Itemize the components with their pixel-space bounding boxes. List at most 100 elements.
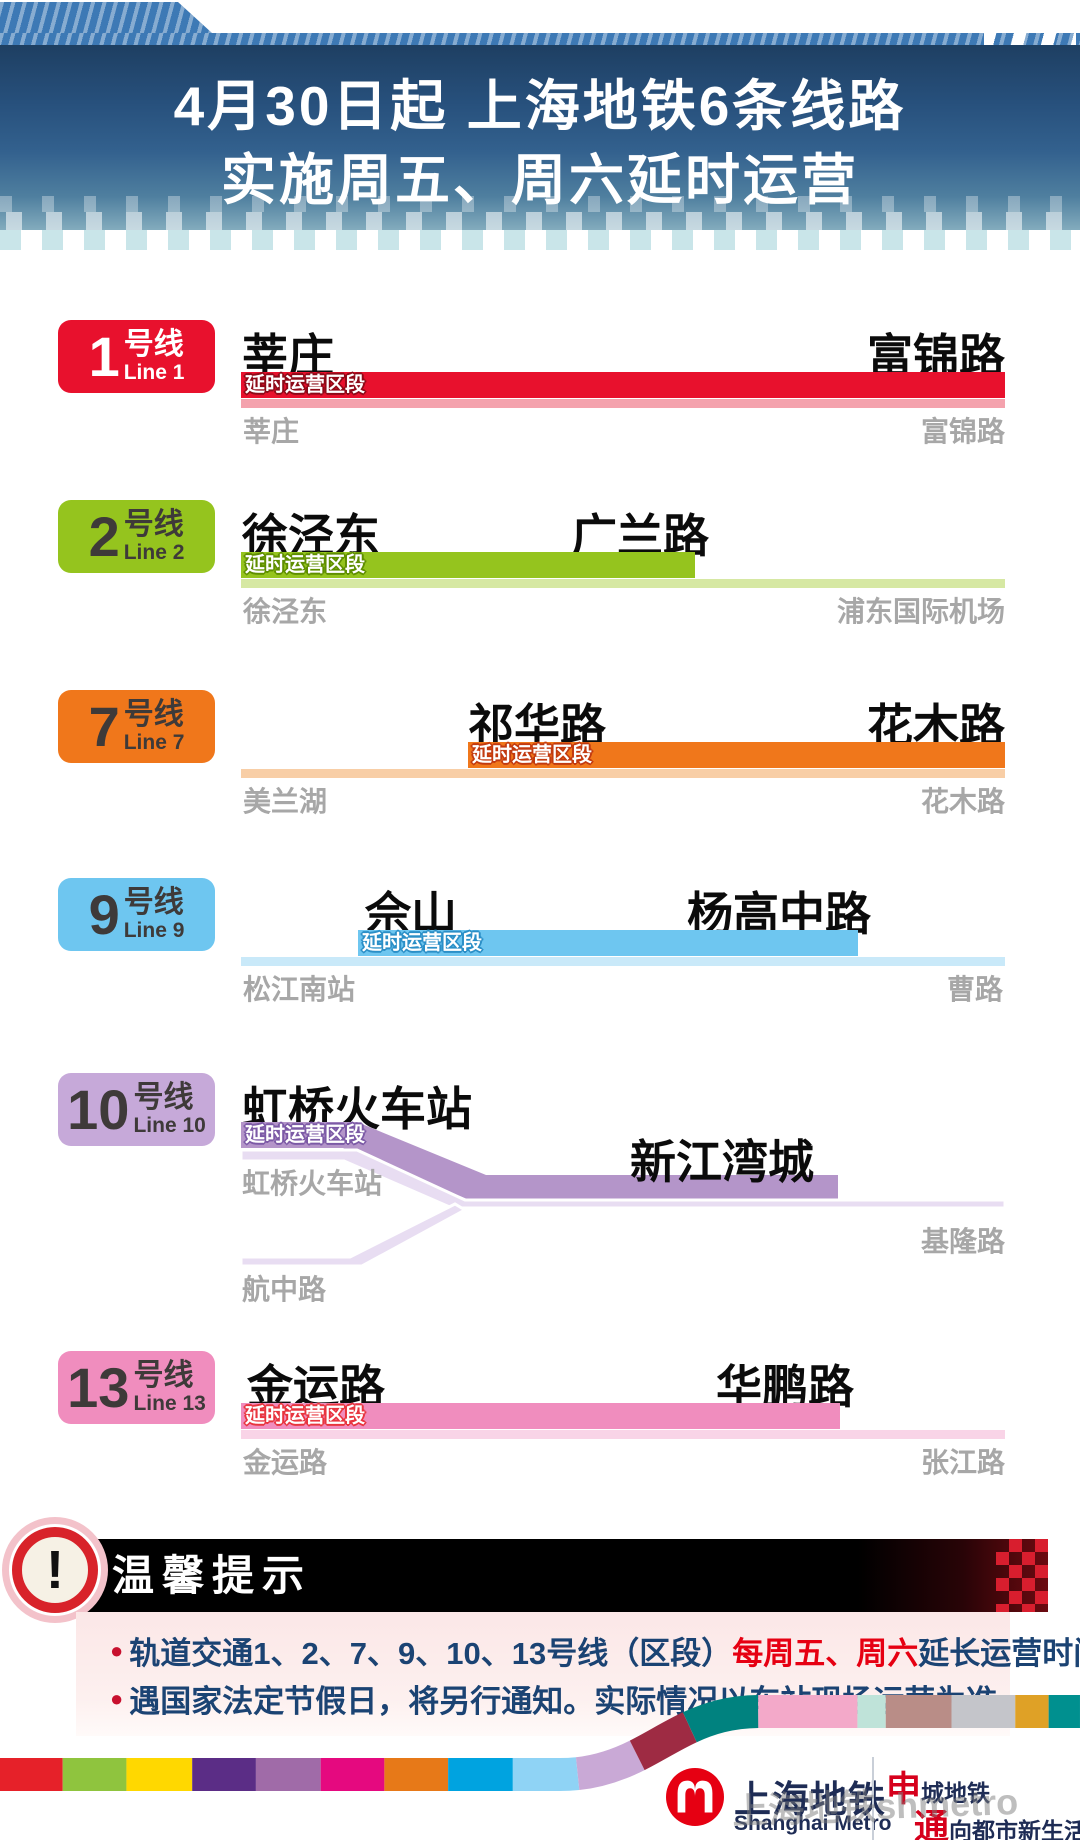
- terminus-to: 张江路: [920, 1447, 1005, 1478]
- line-number: 7: [88, 694, 120, 758]
- badge-suffix: 号线: [133, 1359, 194, 1392]
- dissolve-row-checker: [0, 230, 1080, 250]
- corner-stripe-block: [0, 2, 212, 33]
- footer-brand-en: Shanghai Metro: [734, 1812, 892, 1835]
- line-7-badge: 7 号线 Line 7: [58, 690, 215, 763]
- dissolve-row-sparse: [0, 196, 1080, 212]
- line-number: 9: [88, 882, 120, 946]
- line-10-extended-band: [241, 1122, 838, 1201]
- slogan-accent-char: 通: [914, 1808, 950, 1840]
- badge-suffix: 号线: [133, 1081, 194, 1114]
- line-9-badge: 9 号线 Line 9: [58, 878, 215, 951]
- shanghai-metro-logo: [666, 1768, 724, 1826]
- segment-label: 延时运营区段: [245, 1405, 365, 1427]
- page-title-line1: 4月30日起 上海地铁6条线路: [173, 75, 907, 137]
- page-title-line2: 实施周五、周六延时运营: [220, 149, 859, 211]
- extended-segment-bar: 延时运营区段: [358, 930, 858, 956]
- badge-english: Line 1: [123, 361, 185, 384]
- line-10-main-branch: [239, 1148, 1007, 1210]
- segment-label: 延时运营区段: [245, 1124, 365, 1146]
- full-line-bar: [241, 579, 1005, 588]
- segment-label: 延时运营区段: [362, 932, 482, 954]
- footer-slogan-2: 通 向都市新生活: [914, 1799, 1080, 1840]
- terminus-to: 富锦路: [920, 416, 1005, 447]
- extended-segment-bar: 延时运营区段: [241, 1403, 840, 1429]
- tips-text: 轨道交通1、2、7、9、10、13号线（区段）: [129, 1636, 733, 1671]
- badge-labels: 号线 Line 9: [123, 886, 185, 942]
- line-1-section: 1 号线 Line 1 莘庄 富锦路 延时运营区段 莘庄 富锦路: [0, 320, 1080, 455]
- line-number: 10: [67, 1077, 130, 1141]
- segment-label: 延时运营区段: [472, 744, 592, 766]
- badge-labels: 号线 Line 10: [133, 1081, 206, 1137]
- full-line-bar: [241, 1430, 1005, 1439]
- bullet-icon: ●: [110, 1637, 124, 1663]
- line-9-section: 9 号线 Line 9 佘山 杨高中路 延时运营区段 松江南站 曹路: [0, 878, 1080, 1013]
- badge-labels: 号线 Line 2: [123, 508, 185, 564]
- terminus-to: 曹路: [946, 974, 1003, 1005]
- terminus-branch: 航中路: [242, 1274, 327, 1305]
- badge-english: Line 13: [133, 1392, 206, 1415]
- line-number: 2: [88, 504, 120, 568]
- extended-segment-bar: 延时运营区段: [468, 742, 1005, 768]
- top-stripe-strip: [0, 33, 1080, 45]
- full-line-bar: [241, 399, 1005, 408]
- line-10-section: 10 号线 Line 10 虹桥火车站 延时运营区段 新江湾城 虹桥火车站 基隆…: [0, 1073, 1080, 1313]
- line-7-section: 7 号线 Line 7 祁华路 花木路 延时运营区段 美兰湖 花木路: [0, 690, 1080, 825]
- ribbon-segment: [0, 1695, 1080, 1791]
- terminus-from: 金运路: [243, 1447, 328, 1478]
- line-13-section: 13 号线 Line 13 金运路 华鹏路 延时运营区段 金运路 张江路: [0, 1351, 1080, 1486]
- footer-slogan-1: 申 城地铁: [886, 1761, 990, 1812]
- segment-label: 延时运营区段: [245, 374, 365, 396]
- slogan-text: 向都市新生活: [949, 1818, 1080, 1840]
- line-10-branch-diagram: [239, 1122, 1007, 1268]
- terminus-to: 基隆路: [920, 1226, 1005, 1257]
- tips-text: 延长运营时间。: [918, 1636, 1080, 1671]
- badge-english: Line 7: [123, 731, 185, 754]
- bullet-icon: ●: [110, 1685, 124, 1711]
- line-2-badge: 2 号线 Line 2: [58, 500, 215, 573]
- badge-labels: 号线 Line 13: [133, 1359, 206, 1415]
- badge-suffix: 号线: [123, 886, 184, 919]
- header-gradient: 4月30日起 上海地铁6条线路 实施周五、周六延时运营: [0, 45, 1080, 250]
- badge-suffix: 号线: [123, 508, 184, 541]
- terminus-from: 松江南站: [243, 974, 356, 1005]
- slogan-accent-char: 申: [886, 1770, 922, 1809]
- ribbon-segment: [0, 1695, 1080, 1791]
- badge-labels: 号线 Line 7: [123, 698, 185, 754]
- badge-english: Line 9: [123, 919, 185, 942]
- line-10-badge: 10 号线 Line 10: [58, 1073, 215, 1146]
- tips-bullet-1: ● 轨道交通1、2、7、9、10、13号线（区段） 每周五、周六 延长运营时间。: [110, 1628, 1080, 1673]
- badge-labels: 号线 Line 1: [123, 328, 185, 384]
- tips-bar-checker-decor: [996, 1539, 1048, 1612]
- footer-ribbon: [0, 1695, 1080, 1791]
- extended-segment-bar: 延时运营区段: [241, 372, 1005, 398]
- line-10-hangzhonglu-branch: [239, 1202, 469, 1268]
- terminus-from: 虹桥火车站: [242, 1168, 383, 1199]
- ribbon-segment: [0, 1695, 1080, 1791]
- terminus-from: 美兰湖: [243, 786, 328, 817]
- footer-divider: [872, 1757, 874, 1840]
- segment-label: 延时运营区段: [245, 554, 365, 576]
- tips-title: 温馨提示: [112, 1552, 313, 1599]
- line-number: 1: [88, 324, 120, 388]
- extended-segment-bar: 延时运营区段: [241, 552, 695, 578]
- terminus-from: 莘庄: [243, 416, 300, 447]
- line-1-badge: 1 号线 Line 1: [58, 320, 215, 393]
- footer-brand-cn: 上海地铁: [734, 1779, 886, 1820]
- line-number: 13: [67, 1355, 130, 1419]
- terminus-from: 徐泾东: [243, 596, 328, 627]
- line-2-section: 2 号线 Line 2 徐泾东 广兰路 延时运营区段 徐泾东 浦东国际机场: [0, 500, 1080, 635]
- station-to: 新江湾城: [630, 1136, 814, 1188]
- alert-exclamation-icon: !: [12, 1527, 98, 1613]
- dissolve-row-medium: [6, 212, 1080, 230]
- full-line-bar: [241, 769, 1005, 778]
- tips-title-bar: 温馨提示: [76, 1539, 1048, 1612]
- full-line-bar: [241, 957, 1005, 966]
- tips-text-highlight: 每周五、周六: [732, 1636, 919, 1671]
- badge-suffix: 号线: [123, 698, 184, 731]
- white-slashes-decor: [984, 33, 1076, 45]
- badge-suffix: 号线: [123, 328, 184, 361]
- badge-english: Line 10: [133, 1114, 206, 1137]
- terminus-to: 浦东国际机场: [836, 596, 1005, 627]
